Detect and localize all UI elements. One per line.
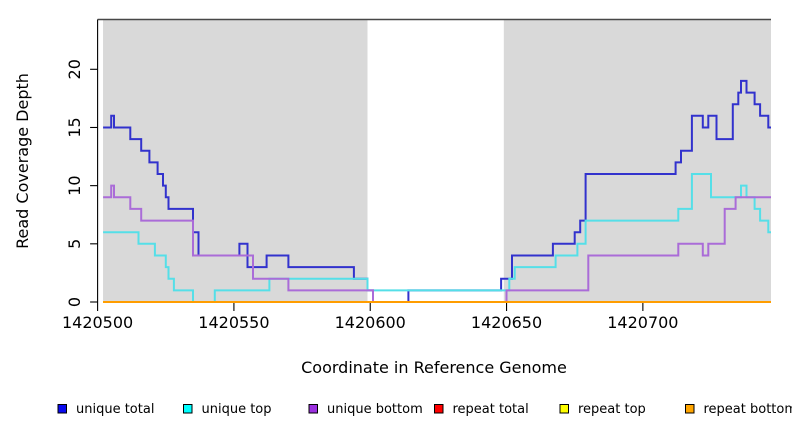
legend-item-repeat-total: repeat total [434, 402, 529, 417]
legend-swatch-repeat-bottom [685, 404, 695, 414]
legend-label: repeat top [578, 402, 646, 417]
legend-label: unique bottom [327, 402, 423, 417]
legend-swatch-repeat-total [434, 404, 444, 414]
y-tick-label: 10 [65, 175, 84, 195]
legend-item-unique-total: unique total [57, 402, 154, 417]
legend-swatch-unique-top [183, 404, 193, 414]
x-axis-title: Coordinate in Reference Genome [301, 358, 567, 377]
series-unique-bottom [103, 184, 771, 303]
legend-swatch-unique-total [57, 404, 67, 414]
legend-label: repeat bottom [704, 402, 792, 417]
x-tick-label: 1420700 [607, 313, 678, 332]
shaded-region [103, 19, 368, 302]
x-tick-label: 1420550 [198, 313, 269, 332]
series-unique-top [103, 173, 771, 303]
y-axis-title: Read Coverage Depth [13, 73, 32, 249]
legend-item-repeat-bottom: repeat bottom [685, 402, 792, 417]
shaded-region [503, 19, 771, 302]
legend-item-unique-top: unique top [183, 402, 272, 417]
legend-item-repeat-top: repeat top [559, 402, 646, 417]
shaded-regions [103, 19, 771, 302]
x-tick-label: 1420600 [335, 313, 406, 332]
y-tick-label: 5 [65, 239, 84, 249]
x-tick-label: 1420500 [62, 313, 133, 332]
legend-swatch-unique-bottom [308, 404, 318, 414]
x-tick-label: 1420650 [471, 313, 542, 332]
legend-item-unique-bottom: unique bottom [308, 402, 423, 417]
legend-label: repeat total [453, 402, 529, 417]
y-tick-label: 20 [65, 59, 84, 79]
y-tick-label: 15 [65, 117, 84, 137]
legend-swatch-repeat-top [559, 404, 569, 414]
axes: 0 5 10 15 20 1420500 1420550 1420600 1420650 1420… [62, 18, 771, 332]
legend-label: unique top [202, 402, 272, 417]
legend-label: unique total [76, 402, 154, 417]
data-series [103, 79, 771, 303]
y-tick-label: 0 [65, 297, 84, 307]
legend: unique total unique top unique bottom repea… [57, 402, 792, 417]
